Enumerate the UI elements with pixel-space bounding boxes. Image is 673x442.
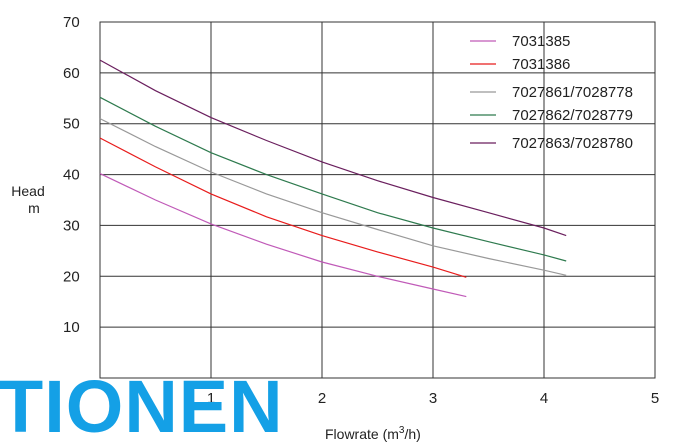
y-tick-label-60: 60 — [63, 65, 80, 82]
grid — [99, 21, 656, 379]
legend-label-4: 7027862/7028779 — [512, 107, 633, 124]
x-axis-label-end: /h) — [404, 426, 420, 442]
x-axis-label-main: Flowrate (m — [325, 426, 399, 442]
watermark-text: TIONEN — [0, 365, 284, 442]
y-tick-label-40: 40 — [63, 167, 80, 184]
legend-label-2: 7031386 — [512, 56, 570, 73]
series-line-4 — [99, 96, 567, 262]
x-axis-label: Flowrate (m3/h) — [325, 425, 421, 442]
x-tick-label-4: 4 — [540, 390, 548, 407]
series-line-5 — [99, 59, 567, 237]
y-axis-ticks: 10 20 30 40 50 60 70 — [63, 14, 80, 336]
series-line-2 — [99, 137, 467, 278]
y-tick-label-70: 70 — [63, 14, 80, 31]
legend-label-5: 7027863/7028780 — [512, 135, 633, 152]
x-tick-label-3: 3 — [429, 390, 437, 407]
y-tick-label-30: 30 — [63, 217, 80, 234]
plot-frame — [99, 21, 656, 379]
y-axis-label: Head — [11, 183, 44, 199]
x-axis-ticks: 1 2 3 4 5 — [207, 390, 659, 407]
y-tick-label-10: 10 — [63, 319, 80, 336]
series-line-1 — [99, 173, 467, 298]
y-axis-unit: m — [28, 200, 40, 216]
y-tick-label-20: 20 — [63, 268, 80, 285]
legend-label-1: 7031385 — [512, 33, 570, 50]
series-line-3 — [99, 118, 567, 276]
legend: 7031385 7031386 7027861/7028778 7027862/702… — [470, 33, 633, 152]
x-axis-label-sup: 3 — [399, 425, 405, 436]
x-tick-label-2: 2 — [318, 390, 326, 407]
y-tick-label-50: 50 — [63, 116, 80, 133]
x-tick-label-5: 5 — [651, 390, 659, 407]
curves — [99, 59, 567, 298]
x-tick-label-1: 1 — [207, 390, 215, 407]
legend-label-3: 7027861/7028778 — [512, 84, 633, 101]
